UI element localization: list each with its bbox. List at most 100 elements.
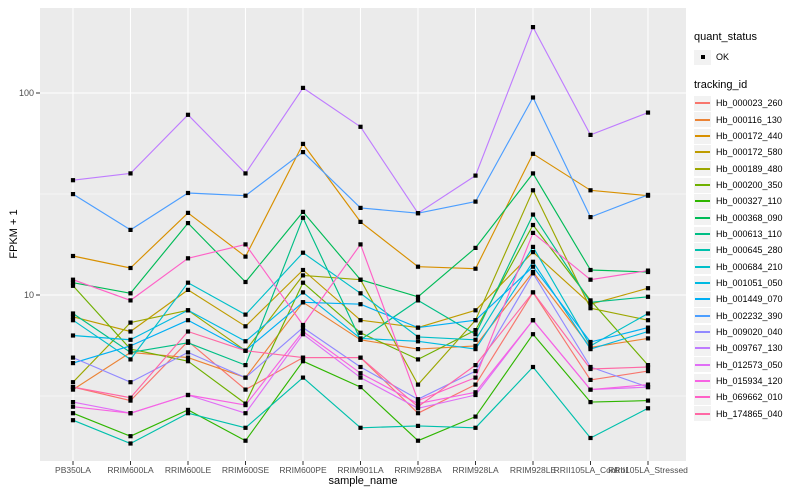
data-point: [70, 311, 76, 316]
data-point: [530, 230, 536, 235]
legend-item-label: Hb_012573_050: [716, 359, 783, 370]
x-tick-label: RRIM928BA: [394, 465, 442, 475]
data-point: [645, 294, 651, 299]
data-point: [473, 308, 478, 313]
legend-key-line-icon: [694, 308, 711, 324]
legend-line-swatch: [695, 135, 710, 138]
legend-line-swatch: [695, 298, 710, 301]
data-point: [128, 320, 133, 325]
legend-item-label: Hb_000327_110: [716, 196, 782, 207]
data-point: [358, 336, 363, 341]
data-point: [530, 151, 536, 156]
legend-line-swatch: [695, 347, 710, 350]
data-point: [473, 392, 478, 398]
legend-line-swatch: [695, 314, 710, 317]
data-point: [530, 259, 536, 264]
data-point: [300, 150, 306, 155]
legend-item-label: Hb_000613_110: [716, 229, 782, 240]
data-point: [473, 199, 478, 204]
data-point: [300, 141, 306, 146]
x-tick-label: RRIM600LE: [165, 465, 212, 475]
legend-item-tracking-id: Hb_009767_130: [694, 340, 800, 356]
legend-item-tracking-id: Hb_000200_350: [694, 177, 800, 193]
legend-key-line-icon: [694, 340, 711, 356]
legend-line-swatch: [695, 151, 710, 154]
legend-item-label: Hb_069662_010: [716, 392, 783, 403]
legend-item-tracking-id: Hb_000189_480: [694, 161, 800, 177]
data-point: [645, 336, 651, 341]
legend-key-line-icon: [694, 193, 711, 209]
legend-quant-status-items: OK: [694, 49, 800, 65]
x-axis-title: sample_name: [328, 475, 398, 487]
data-point: [358, 219, 363, 224]
data-point: [530, 332, 536, 337]
data-point: [645, 329, 651, 334]
legend-line-swatch: [695, 396, 710, 399]
data-point: [415, 398, 421, 403]
data-point: [70, 277, 76, 282]
legend-tracking-id-items: Hb_000023_260 Hb_000116_130 Hb_000172_440 H…: [694, 95, 800, 422]
data-point: [70, 387, 76, 392]
data-point: [70, 333, 76, 338]
data-point: [358, 355, 363, 360]
data-point: [185, 190, 191, 196]
legend-line-swatch: [695, 167, 710, 170]
data-point: [70, 404, 76, 409]
data-point: [473, 382, 478, 387]
data-point: [128, 265, 133, 271]
x-tick-label: RRIM901LA: [337, 465, 384, 475]
data-point: [530, 212, 536, 217]
data-point: [645, 369, 651, 374]
data-point: [300, 280, 306, 285]
data-point: [530, 25, 536, 30]
legend-item-tracking-id: Hb_009020_040: [694, 324, 800, 340]
data-point: [243, 425, 248, 430]
data-point: [473, 318, 478, 323]
data-point: [588, 366, 593, 372]
data-point: [588, 377, 593, 382]
data-point: [415, 382, 421, 387]
data-point: [70, 314, 76, 319]
data-point: [358, 242, 363, 247]
x-tick-label: RRII105LA_Control: [554, 465, 628, 475]
legend-key-line-icon: [694, 291, 711, 307]
legend-item-label: Hb_000172_440: [716, 131, 783, 142]
panel-background: [40, 8, 686, 461]
data-point: [473, 337, 478, 342]
y-axis-title: FPKM + 1: [8, 209, 20, 259]
data-point: [358, 277, 363, 282]
data-point: [70, 418, 76, 423]
data-point: [415, 347, 421, 352]
data-point: [645, 192, 651, 197]
data-point: [70, 178, 76, 183]
legend-line-swatch: [695, 380, 710, 383]
data-point: [588, 343, 593, 348]
data-point: [358, 364, 363, 370]
data-point: [530, 95, 536, 100]
data-point: [185, 355, 191, 360]
data-point: [185, 340, 191, 345]
data-point: [645, 382, 651, 387]
legend-key-line-icon: [694, 210, 711, 226]
data-point: [530, 222, 536, 228]
data-point: [128, 337, 133, 342]
data-point: [185, 407, 191, 412]
legend-line-swatch: [695, 412, 710, 415]
y-tick-label: 10: [24, 290, 34, 300]
data-point: [70, 361, 76, 366]
legend-key-line-icon: [694, 389, 711, 405]
legend-item-tracking-id: Hb_000116_130: [694, 112, 800, 128]
data-point: [243, 279, 248, 285]
data-point: [645, 311, 651, 316]
x-tick-label: RRIM600SE: [222, 465, 270, 475]
data-point: [473, 173, 478, 178]
data-point: [70, 280, 76, 285]
data-point: [185, 359, 191, 364]
data-point: [185, 308, 191, 313]
legend-line-swatch: [695, 363, 710, 366]
x-tick-label: RRIM600LA: [107, 465, 154, 475]
legend-item-tracking-id: Hb_001051_050: [694, 275, 800, 291]
legend-key-line-icon: [694, 144, 711, 160]
